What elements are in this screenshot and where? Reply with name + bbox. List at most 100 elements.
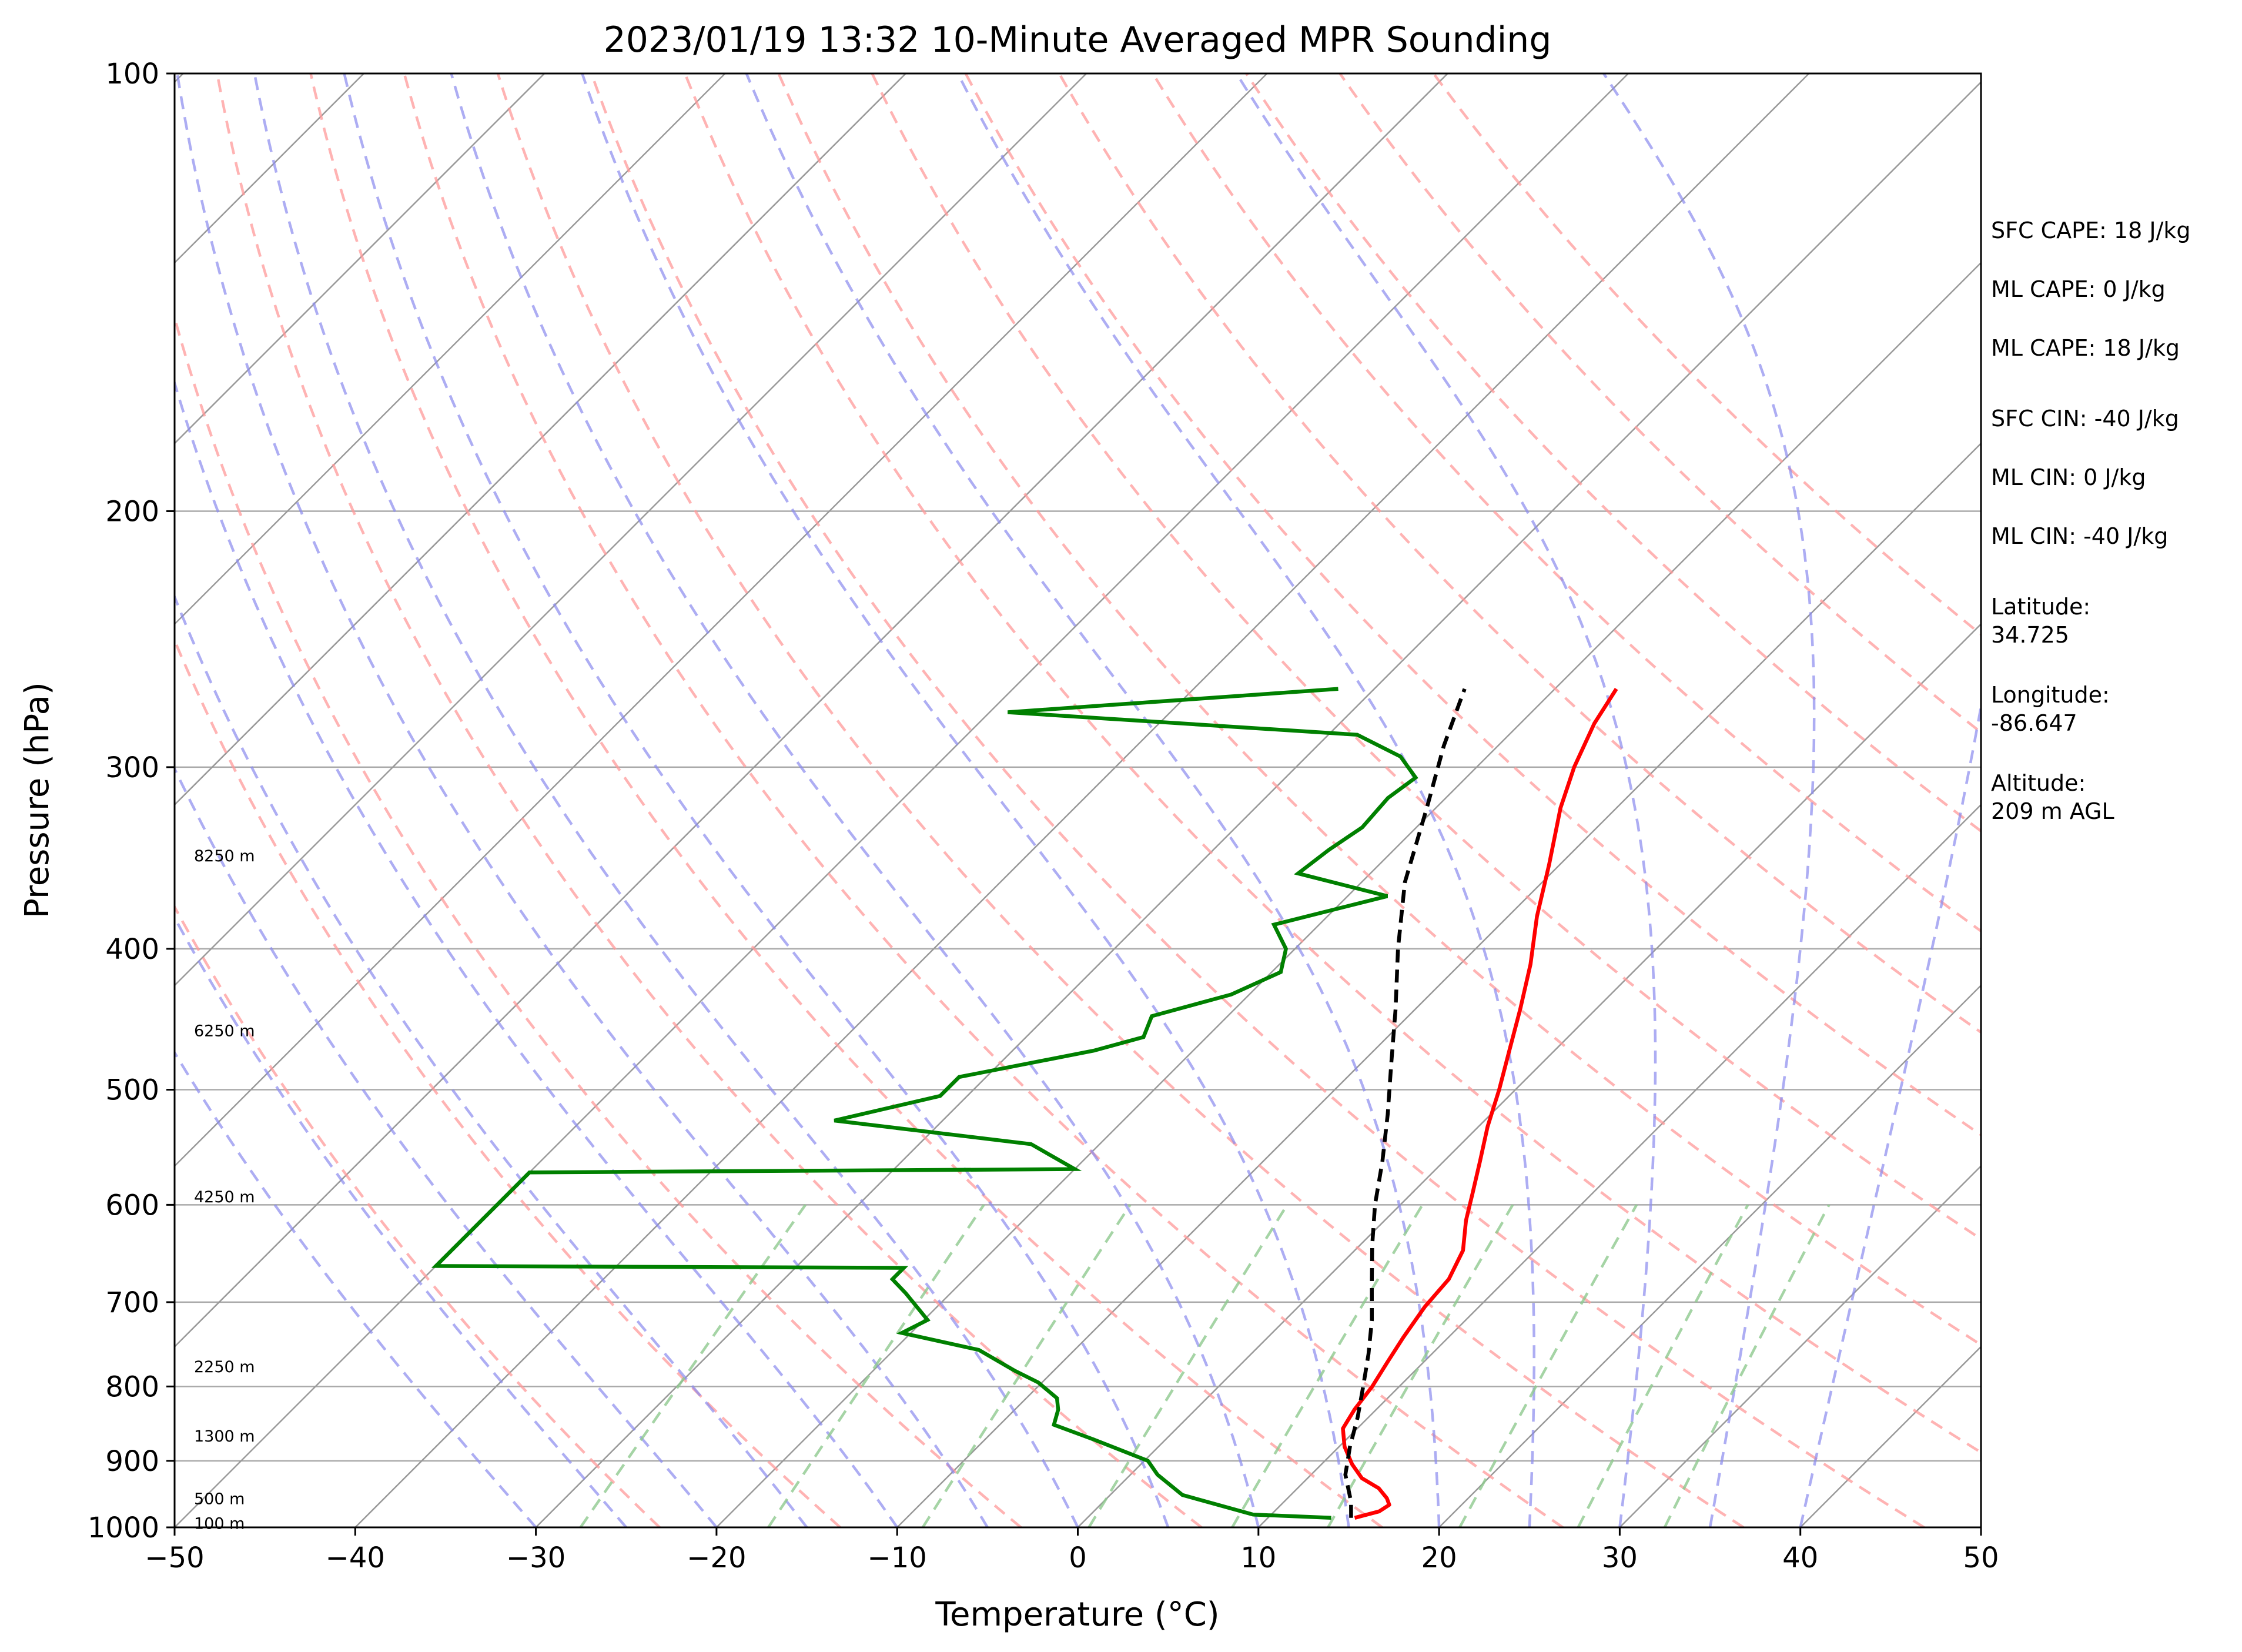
sounding-annotation: SFC CAPE: 18 J/kg (1991, 218, 2191, 243)
mixing-ratio-line (767, 1204, 985, 1527)
isotherm-line (175, 73, 1268, 1168)
mixing-ratio-line (921, 1204, 1132, 1527)
sounding-annotation: ML CAPE: 18 J/kg (1991, 335, 2180, 361)
moist-adiabat-line (175, 765, 718, 1527)
sounding-annotation: Altitude: 209 m AGL (1991, 770, 2114, 824)
x-axis-label: Temperature (°C) (935, 1596, 1219, 1634)
sounding-annotation: Longitude: -86.647 (1991, 682, 2110, 736)
isotherm-line (1438, 984, 1981, 1527)
height-label: 4250 m (194, 1188, 255, 1206)
isotherm-line (1257, 804, 1981, 1527)
y-tick-label: 1000 (88, 1511, 159, 1544)
moist-adiabat-line (581, 73, 1350, 1527)
y-tick-label: 200 (105, 495, 159, 528)
dewpoint-profile-line (431, 687, 1418, 1520)
dry-adiabat-line (175, 313, 1022, 1527)
moist-adiabat-line (175, 915, 628, 1527)
height-labels: 100 m 500 m 1300 m 2250 m 4250 m 6250 m 8250 m (194, 847, 255, 1533)
isotherm-line (175, 73, 906, 806)
parcel-profile-line (1343, 688, 1467, 1518)
isotherm-line (1077, 623, 1981, 1527)
dry-adiabat-line (964, 73, 1981, 1137)
isobar-gridlines (175, 73, 1981, 1527)
sounding-annotation: SFC CIN: -40 J/kg (1991, 406, 2179, 432)
dry-adiabat-line (1245, 73, 1981, 833)
moist-adiabat-line (175, 1050, 537, 1527)
dry-adiabat-line (216, 73, 1203, 1527)
height-label: 100 m (194, 1514, 245, 1533)
isotherm-line (175, 73, 1629, 1527)
dry-adiabat-line (496, 73, 1745, 1527)
dry-adiabat-line (309, 73, 1383, 1527)
moist-adiabat-line (175, 593, 808, 1527)
plot-area (175, 73, 1981, 1527)
mixing-ratio-line (1231, 1204, 1424, 1527)
isotherm-line (175, 73, 726, 626)
isotherm-line (896, 442, 1981, 1527)
dry-adiabat-line (590, 73, 1925, 1527)
isotherm-line (716, 262, 1981, 1527)
y-axis-label: Pressure (hPa) (18, 682, 56, 918)
moist-adiabat-line (253, 73, 1079, 1527)
sounding-annotation: ML CAPE: 0 J/kg (1991, 276, 2166, 302)
x-tick-label: −10 (868, 1541, 927, 1574)
height-label: 6250 m (194, 1022, 255, 1040)
x-tick-label: −30 (506, 1541, 565, 1574)
x-tick-label: −50 (145, 1541, 204, 1574)
moist-adiabat-line (176, 73, 989, 1527)
y-tick-label: 100 (105, 58, 159, 91)
x-tick-label: 0 (1069, 1541, 1087, 1574)
dry-adiabat-line (1058, 73, 1981, 1034)
y-axis-ticks: 1000 900 800 700 600 500 400 300 200 100 (88, 58, 175, 1544)
height-label: 500 m (194, 1490, 245, 1509)
isotherm-line (354, 73, 1810, 1527)
x-tick-label: 10 (1240, 1541, 1276, 1574)
dry-adiabat-line (403, 73, 1564, 1527)
y-tick-label: 800 (105, 1370, 159, 1403)
sounding-annotation: ML CIN: -40 J/kg (1991, 523, 2168, 549)
mixing-ratio-lines (579, 1204, 1831, 1527)
mixing-ratio-line (1577, 1204, 1749, 1527)
isotherm-line (535, 81, 1981, 1527)
height-label: 2250 m (194, 1358, 255, 1376)
sounding-annotation: Latitude: 34.725 (1991, 594, 2090, 648)
moist-adiabat-line (956, 73, 1535, 1527)
mixing-ratio-line (1327, 1204, 1514, 1527)
moist-adiabats (175, 73, 1981, 1527)
y-tick-label: 900 (105, 1445, 159, 1478)
isotherm-line (175, 73, 1087, 986)
y-tick-label: 300 (105, 751, 159, 784)
y-tick-label: 500 (105, 1074, 159, 1107)
moist-adiabat-line (343, 73, 1170, 1527)
x-axis-ticks: −50 −40 −30 −20 −10 0 10 20 30 40 50 (145, 1527, 1999, 1574)
mixing-ratio-line (579, 1204, 807, 1527)
y-tick-label: 700 (105, 1286, 159, 1319)
x-tick-label: 40 (1782, 1541, 1818, 1574)
height-label: 1300 m (194, 1427, 255, 1446)
y-tick-label: 600 (105, 1189, 159, 1222)
mixing-ratio-line (1663, 1204, 1831, 1527)
x-tick-label: −40 (326, 1541, 385, 1574)
temperature-profile-line (1341, 687, 1618, 1520)
profile-series (431, 687, 1618, 1520)
moist-adiabat-line (175, 378, 899, 1527)
moist-adiabat-line (1799, 699, 1981, 1527)
height-label: 8250 m (194, 847, 255, 865)
y-tick-label: 400 (105, 933, 159, 966)
x-tick-label: 50 (1963, 1541, 1999, 1574)
dry-adiabat-line (175, 637, 841, 1527)
dry-adiabat-line (777, 73, 1981, 1347)
isotherm-gridlines (175, 73, 1981, 1527)
isotherm-line (175, 73, 1448, 1348)
x-tick-label: 20 (1421, 1541, 1457, 1574)
dry-adiabat-line (871, 73, 1981, 1241)
isotherm-line (175, 73, 546, 444)
sounding-annotation: ML CIN: 0 J/kg (1991, 464, 2146, 490)
moist-adiabat-line (1602, 73, 1816, 1527)
moist-adiabat-line (450, 73, 1260, 1527)
mixing-ratio-line (1087, 1204, 1289, 1527)
sounding-annotations: SFC CAPE: 18 J/kg ML CAPE: 0 J/kg ML CAPE:… (1991, 218, 2191, 824)
isotherm-line (1619, 1165, 1981, 1527)
